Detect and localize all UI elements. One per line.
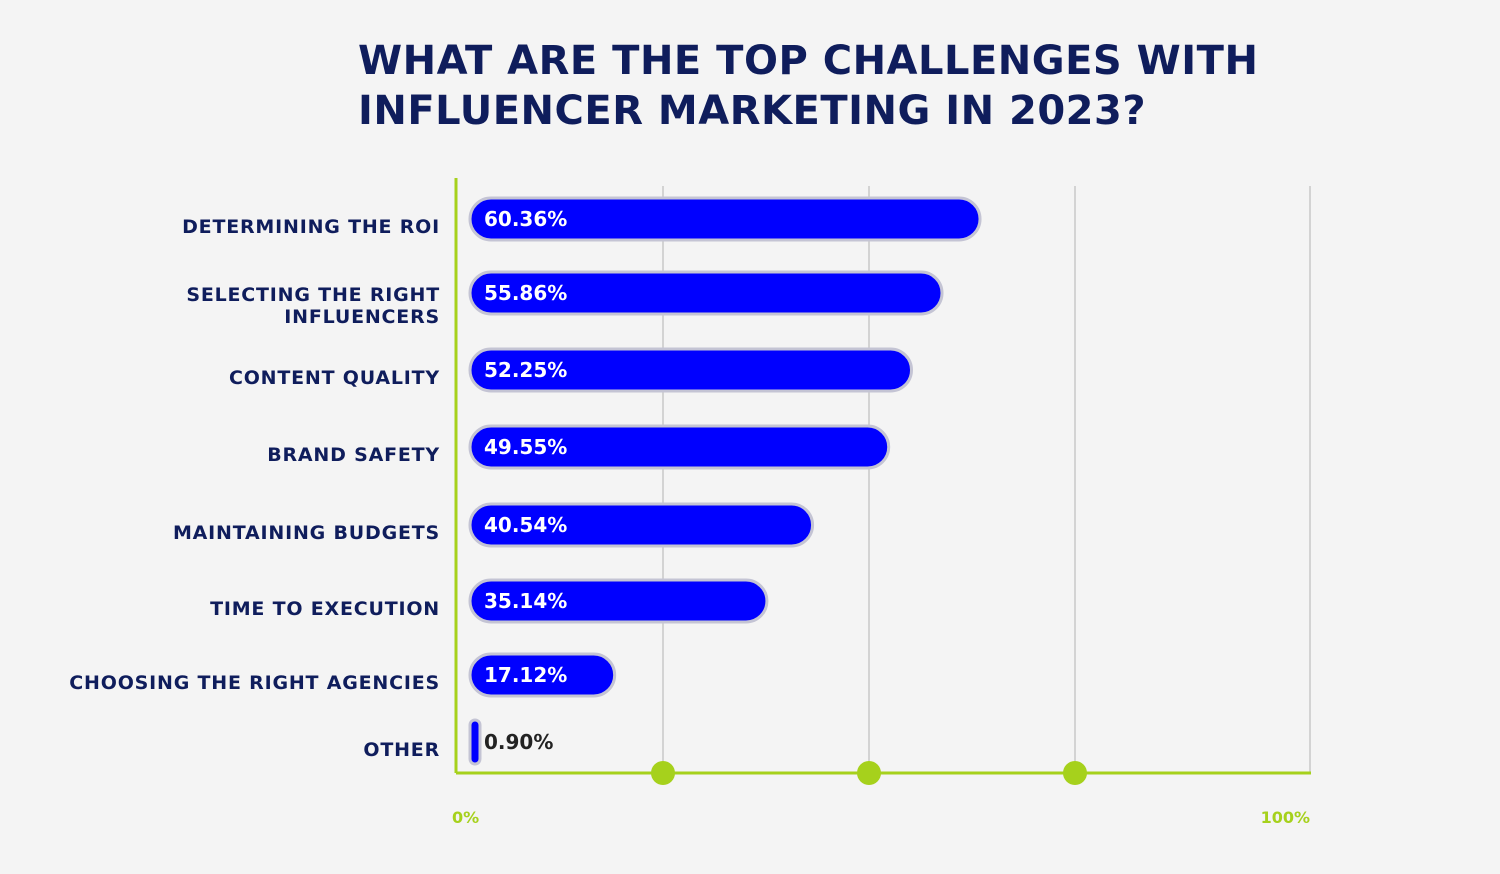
bar bbox=[468, 502, 815, 548]
bar bbox=[468, 196, 982, 242]
value-label: 52.25% bbox=[484, 358, 567, 382]
category-label: CHOOSING THE RIGHT AGENCIES bbox=[69, 672, 440, 694]
category-label: SELECTING THE RIGHT INFLUENCERS bbox=[186, 284, 440, 328]
bar bbox=[468, 424, 891, 470]
axis-dot bbox=[857, 761, 881, 785]
x-tick-label: 100% bbox=[1261, 808, 1310, 827]
axis-dot bbox=[1063, 761, 1087, 785]
bar bbox=[468, 652, 617, 698]
value-label: 0.90% bbox=[484, 730, 553, 754]
x-tick-label: 0% bbox=[452, 808, 479, 827]
category-label: TIME TO EXECUTION bbox=[210, 598, 440, 620]
axis-dot bbox=[651, 761, 675, 785]
value-label: 49.55% bbox=[484, 435, 567, 459]
category-label: MAINTAINING BUDGETS bbox=[173, 522, 440, 544]
category-label: OTHER bbox=[363, 739, 440, 761]
value-label: 40.54% bbox=[484, 513, 567, 537]
chart-title: WHAT ARE THE TOP CHALLENGES WITH INFLUEN… bbox=[358, 38, 1259, 134]
bar bbox=[468, 347, 914, 393]
category-label: CONTENT QUALITY bbox=[229, 367, 440, 389]
category-label: BRAND SAFETY bbox=[267, 444, 440, 466]
bar bbox=[468, 578, 769, 624]
value-label: 35.14% bbox=[484, 589, 567, 613]
bar bbox=[468, 270, 944, 316]
category-label: DETERMINING THE ROI bbox=[182, 216, 440, 238]
value-label: 60.36% bbox=[484, 207, 567, 231]
value-label: 55.86% bbox=[484, 281, 567, 305]
bar bbox=[468, 718, 482, 766]
value-label: 17.12% bbox=[484, 663, 567, 687]
